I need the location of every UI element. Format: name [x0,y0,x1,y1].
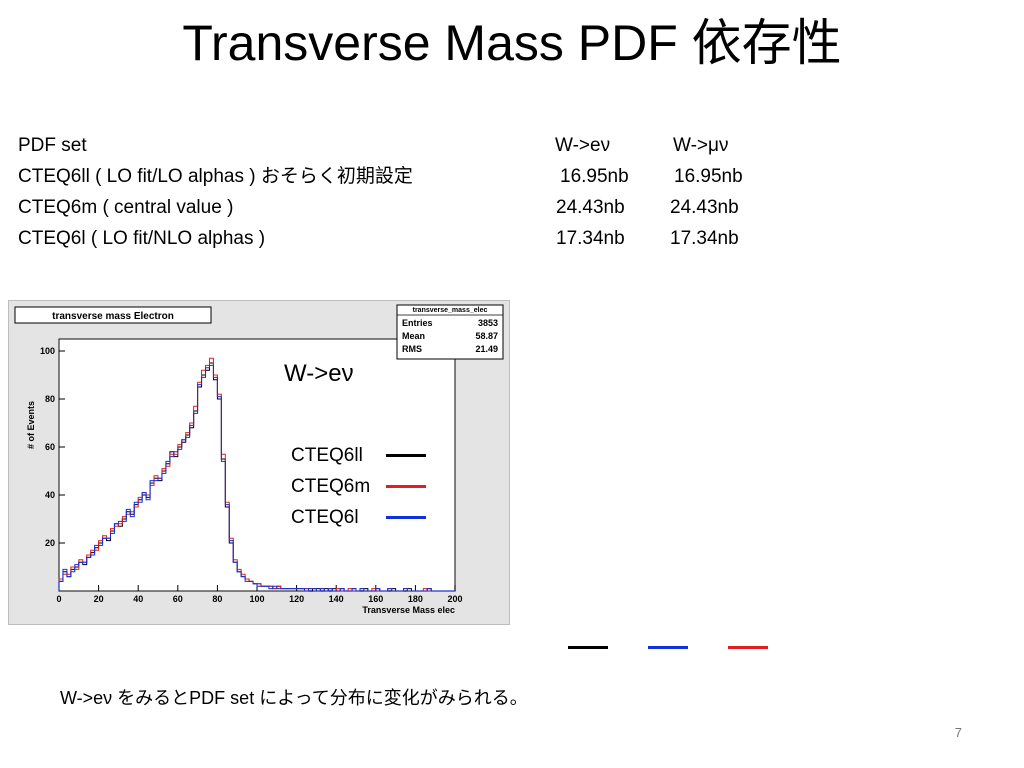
x-tick-label: 0 [56,594,61,604]
header-pdf-set: PDF set [18,135,87,156]
xsec-w-e-nu: 16.95nb [560,166,629,187]
x-tick-label: 200 [447,594,462,604]
legend-swatch [386,485,426,488]
pdf-set-name: CTEQ6ll ( LO fit/LO alphas ) おそらく初期設定 [18,166,413,187]
xsec-w-e-nu: 17.34nb [556,228,625,249]
plot-title-box: transverse mass Electron [14,306,212,324]
xsec-w-mu-nu: 24.43nb [670,197,739,218]
series-line-cteq6m [58,357,455,592]
y-tick-label: 80 [45,394,55,404]
x-tick-label: 60 [173,594,183,604]
y-tick-label: 40 [45,490,55,500]
page-number: 7 [954,725,962,740]
stats-name: transverse_mass_elec [413,307,488,314]
x-tick-label: 20 [94,594,104,604]
pdf-set-name: CTEQ6m ( central value ) [18,197,234,218]
color-swatch-line [568,646,608,649]
stats-label: RMS [402,344,422,354]
stats-value: 58.87 [475,331,498,341]
stats-label: Mean [402,331,425,341]
legend-item: CTEQ6m [291,471,426,502]
x-tick-label: 140 [329,594,344,604]
plot-title: transverse mass Electron [52,311,174,322]
legend-label: CTEQ6m [291,476,371,497]
header-w-e-nu: W->eν [555,135,611,156]
histogram-panel: transverse_mass_elec Entries 3853 Mean 5… [8,300,510,625]
y-tick-label: 20 [45,538,55,548]
y-axis-label: # of Events [26,401,36,449]
x-tick-label: 100 [249,594,264,604]
xsec-w-mu-nu: 17.34nb [670,228,739,249]
conclusion-note: W->eν をみるとPDF set によって分布に変化がみられる。 [60,688,528,708]
legend-item: CTEQ6ll [291,440,426,471]
color-swatch-line [648,646,688,649]
y-tick-label: 60 [45,442,55,452]
series-line-cteq6l [58,364,455,592]
stats-value: 3853 [478,318,498,328]
stats-value: 21.49 [475,344,498,354]
stats-label: Entries [402,318,433,328]
legend-label: CTEQ6ll [291,445,363,466]
x-tick-label: 40 [133,594,143,604]
legend-swatch [386,454,426,457]
pdf-set-name: CTEQ6l ( LO fit/NLO alphas ) [18,228,266,249]
xsec-w-mu-nu: 16.95nb [674,166,743,187]
x-tick-label: 120 [289,594,304,604]
channel-label: W->eν [284,360,354,387]
y-tick-label: 100 [40,346,55,356]
x-tick-label: 180 [408,594,423,604]
color-swatch-line [728,646,768,649]
legend: CTEQ6ll CTEQ6m CTEQ6l [291,440,426,533]
header-w-mu-nu: W->μν [673,135,729,156]
xsec-w-e-nu: 24.43nb [556,197,625,218]
histogram-chart: transverse_mass_elec Entries 3853 Mean 5… [14,304,504,615]
x-tick-label: 160 [368,594,383,604]
x-axis-label: Transverse Mass elec [362,605,455,615]
x-tick-label: 80 [212,594,222,604]
legend-item: CTEQ6l [291,502,426,533]
stats-box: transverse_mass_elec Entries 3853 Mean 5… [396,304,504,360]
legend-label: CTEQ6l [291,507,359,528]
page-title: Transverse Mass PDF 依存性 [182,15,842,71]
legend-swatch [386,516,426,519]
